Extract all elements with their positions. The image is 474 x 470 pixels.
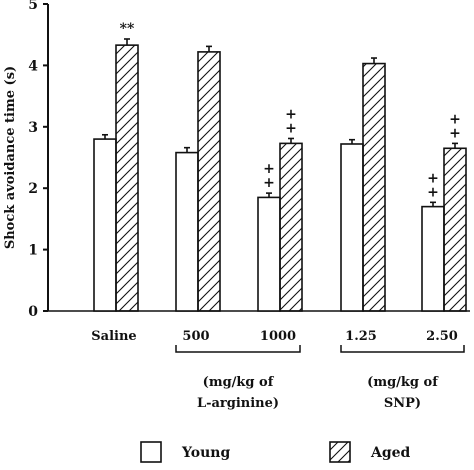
significance-marker: ** — [120, 21, 135, 37]
young-bar — [93, 138, 117, 312]
y-tick-label: 4 — [28, 58, 38, 74]
x-category-label: 2.50 — [426, 329, 458, 344]
significance-marker: + — [263, 161, 275, 177]
aged-bar — [279, 142, 303, 312]
significance-marker: + — [449, 125, 461, 141]
group-label-line1: (mg/kg of — [367, 375, 439, 390]
aged-bar — [115, 44, 139, 312]
bars — [93, 38, 467, 312]
legend-label-young: Young — [181, 445, 230, 461]
legend-label-aged: Aged — [370, 445, 411, 461]
x-category-label: 1000 — [260, 329, 296, 344]
young-bar — [340, 143, 364, 312]
y-tick-label: 5 — [28, 0, 38, 13]
axes: 0 1 2 3 4 5 Shock avoidance time (s) — [3, 0, 470, 320]
y-tick-label: 0 — [28, 304, 38, 320]
significance-marker: + — [427, 184, 439, 200]
legend-swatch-young — [140, 441, 162, 463]
significance-marker: + — [427, 170, 439, 186]
x-category-label: Saline — [91, 329, 136, 344]
y-tick-label: 2 — [28, 181, 38, 197]
labels: Saline 500 1000 1.25 2.50**++++++++(mg/kg of… — [91, 21, 465, 411]
young-bar — [421, 205, 445, 312]
significance-marker: + — [449, 111, 461, 127]
legend-swatch-aged — [329, 441, 351, 463]
significance-marker: + — [285, 106, 297, 122]
y-tick-label: 3 — [28, 120, 38, 136]
x-category-label: 500 — [182, 329, 209, 344]
x-category-label: 1.25 — [345, 329, 377, 344]
legend: Young Aged — [140, 441, 411, 463]
group-label-line1: (mg/kg of — [203, 375, 275, 390]
aged-bar — [197, 51, 221, 312]
aged-bar — [362, 62, 386, 312]
group-bracket — [175, 345, 301, 353]
significance-marker: + — [263, 175, 275, 191]
group-label-line2: L-arginine) — [197, 396, 279, 411]
young-bar — [175, 151, 199, 312]
group-label-line2: SNP) — [384, 396, 421, 411]
y-tick-label: 1 — [28, 243, 38, 259]
aged-bar — [443, 147, 467, 312]
young-bar — [257, 196, 281, 312]
group-bracket — [340, 345, 465, 353]
y-axis-title: Shock avoidance time (s) — [3, 66, 18, 249]
significance-marker: + — [285, 120, 297, 136]
